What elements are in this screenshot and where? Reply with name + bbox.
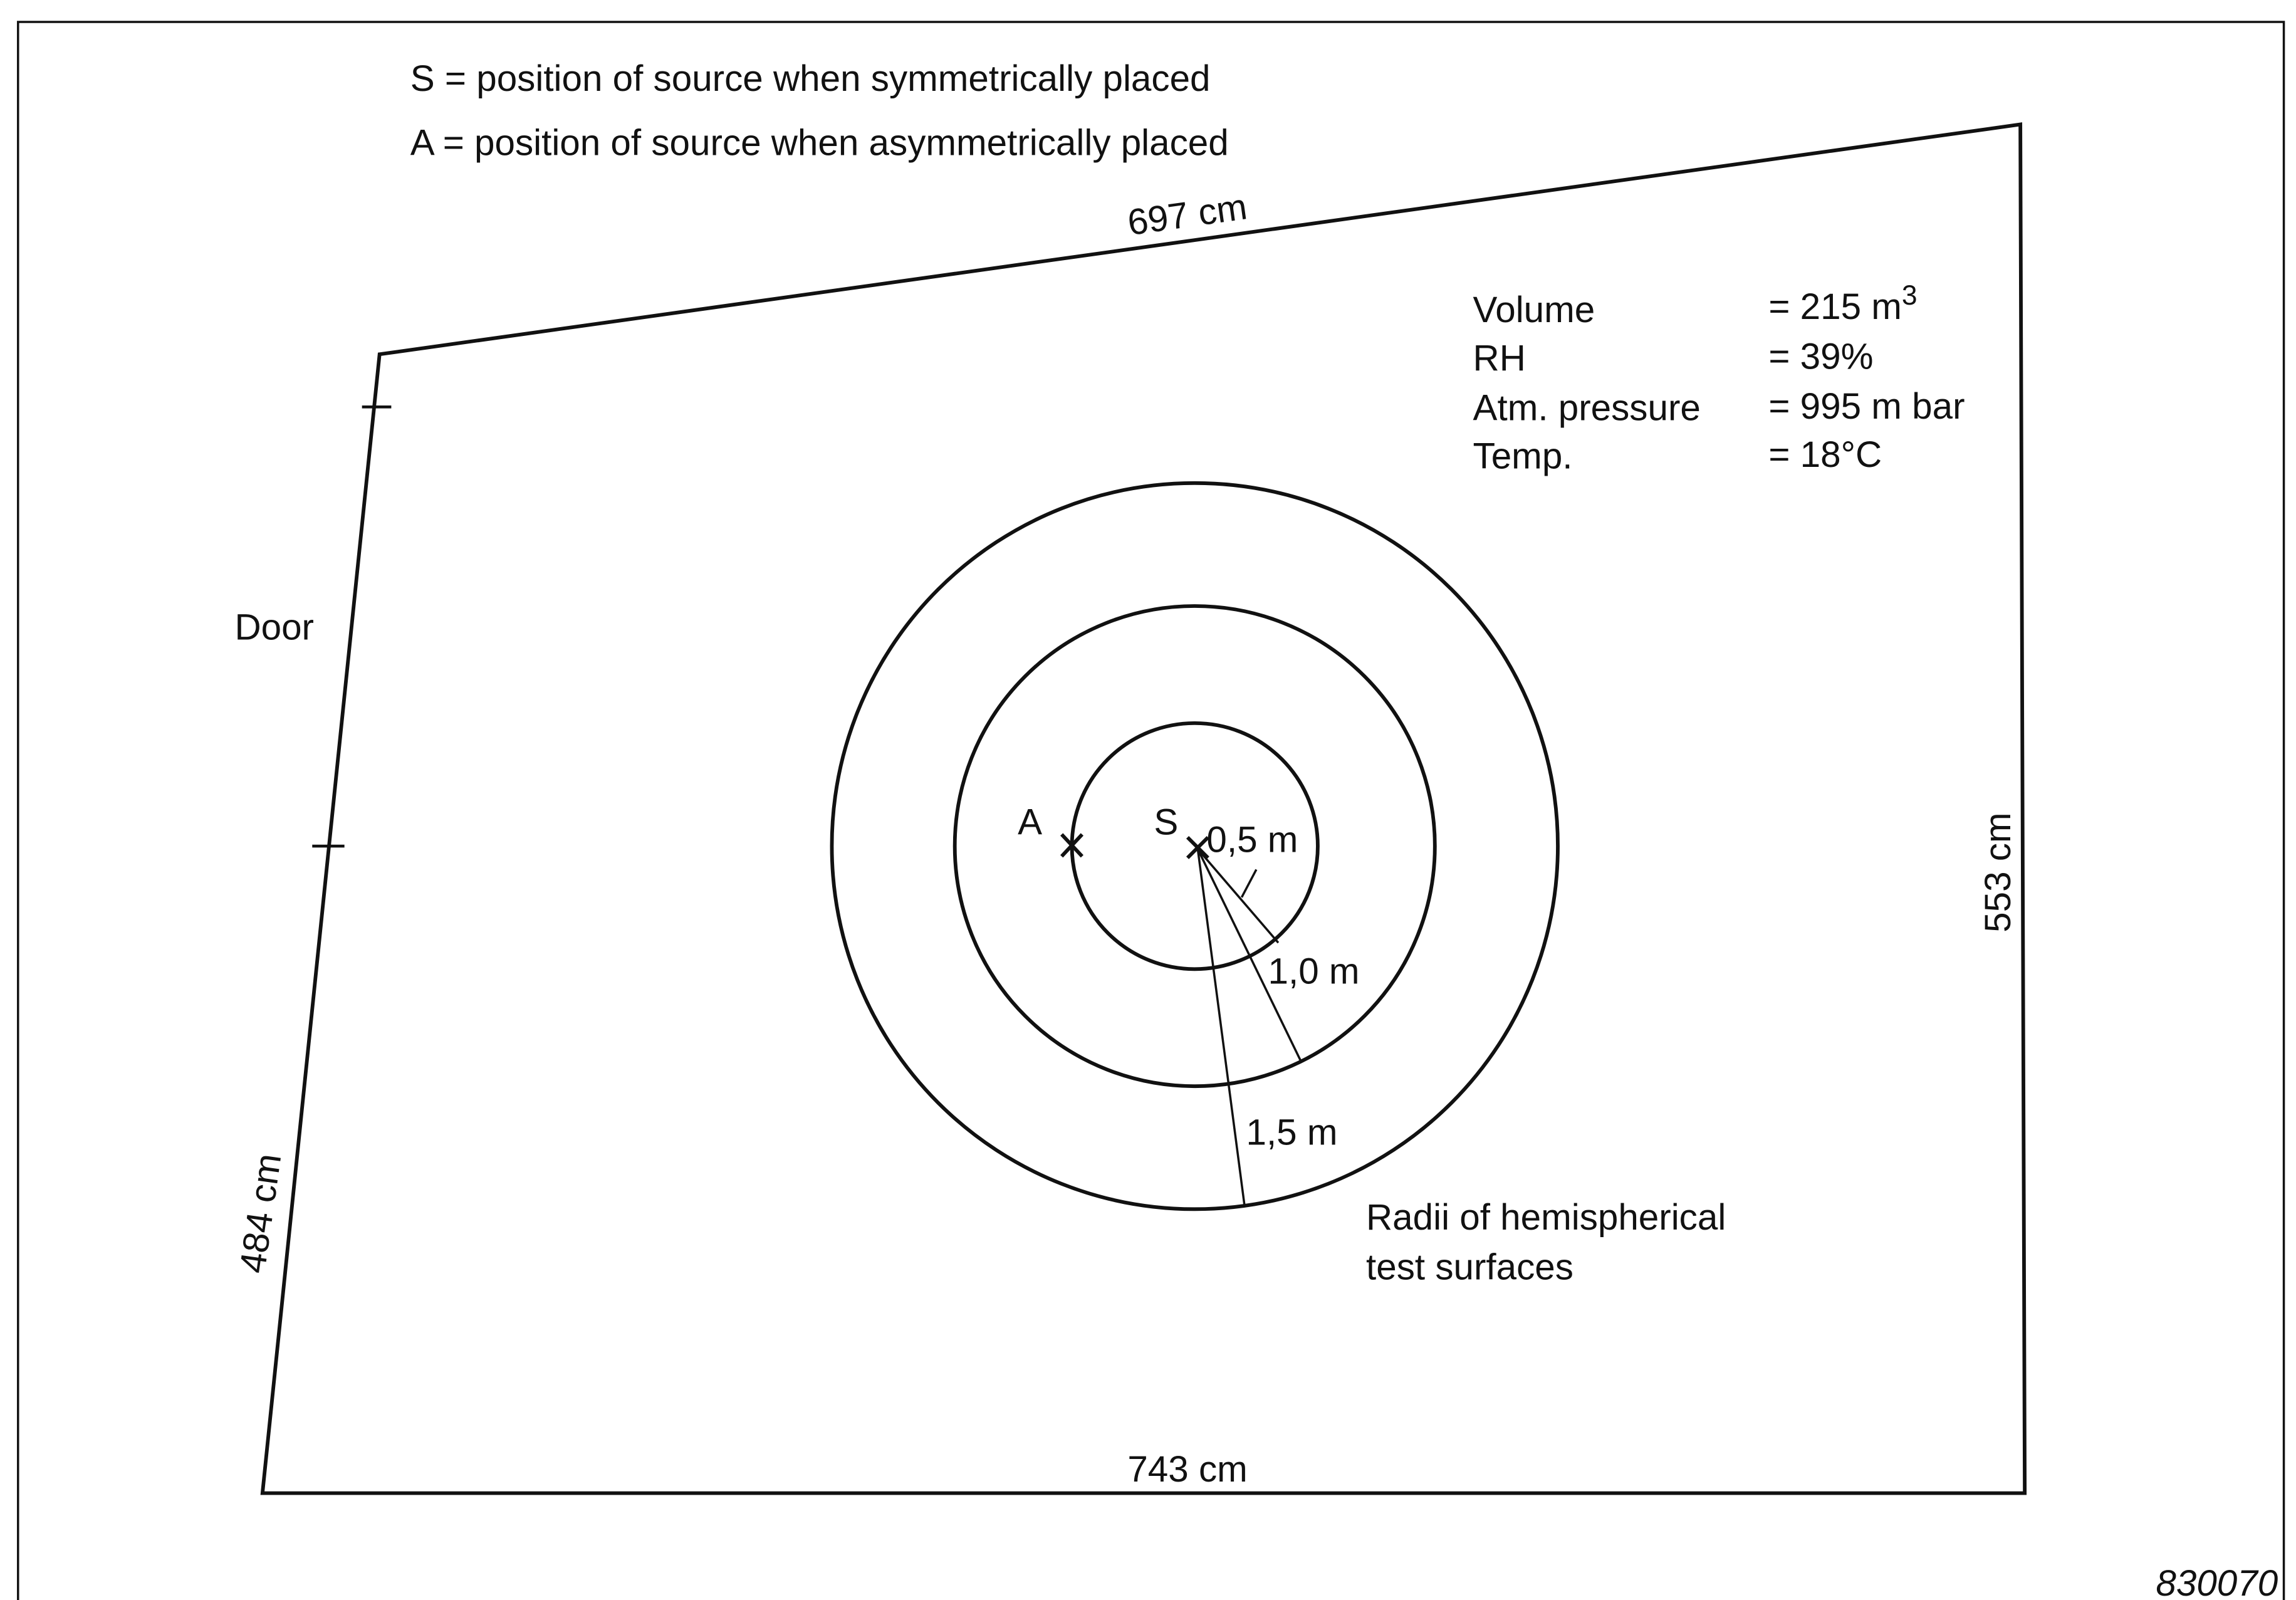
property-value: = 215 m3 [1768,280,1917,327]
marker-s [1186,835,1209,859]
legend-line: S = position of source when symmetricall… [410,58,1211,99]
leader-line [1240,869,1258,898]
outer-circle [830,481,1560,1211]
wall-label: 743 cm [1127,1449,1247,1490]
caption: test surfaces [1366,1247,1573,1287]
door-label: Door [234,607,314,648]
radius-label: 1,5 m [1246,1112,1337,1153]
property-label: Temp. [1473,436,1573,476]
radius-line [1196,849,1246,1206]
legend-line: A = position of source when asymmetrical… [410,123,1229,164]
value: = 215 m [1768,286,1902,327]
property-value: = 995 m bar [1768,386,1965,427]
figure-id: 830070 [2156,1563,2278,1600]
property-label: Atm. pressure [1473,387,1701,428]
property-value: = 39% [1768,337,1873,377]
marker-a [1060,833,1084,858]
superscript: 3 [1902,280,1918,311]
middle-circle [952,604,1437,1089]
radius-label: 1,0 m [1268,951,1360,992]
point-label: S [1154,802,1178,842]
property-label: Volume [1473,290,1595,330]
room-outline [260,122,2027,1495]
point-label: A [1018,802,1042,842]
property-label: RH [1473,338,1526,379]
radius-line [1197,848,1280,944]
frame [17,21,2285,1600]
property-value: = 18°C [1768,434,1882,475]
wall-label: 553 cm [1978,812,2018,932]
radius-label: 0,5 m [1206,819,1298,860]
radius-line [1196,848,1302,1060]
caption: Radii of hemispherical [1366,1197,1726,1238]
